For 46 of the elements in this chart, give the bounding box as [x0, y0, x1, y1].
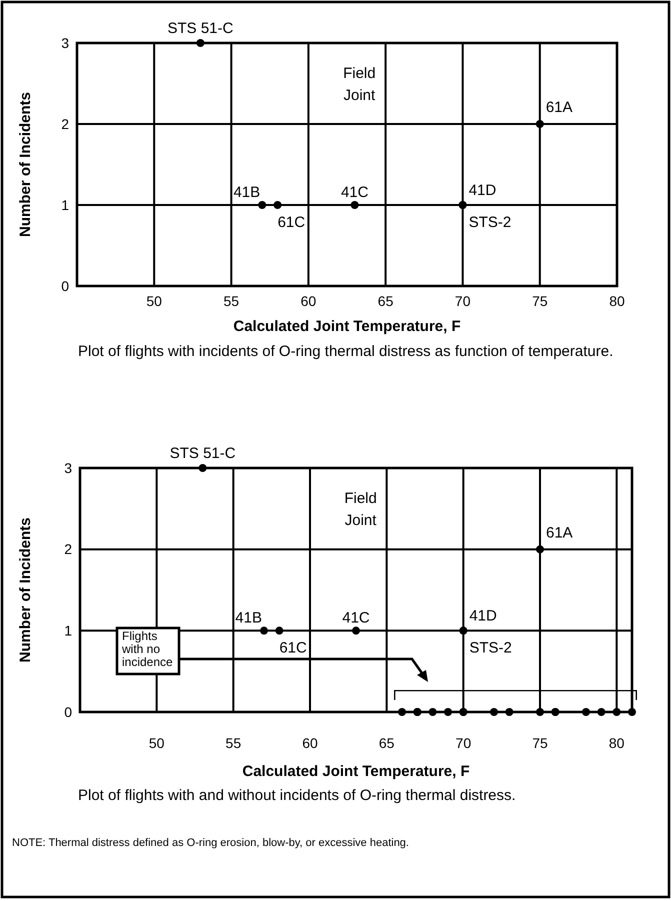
x-tick-label: 65 — [378, 293, 394, 309]
annotation: STS-2 — [469, 640, 512, 657]
y-tick-label: 1 — [61, 196, 70, 213]
annotation: STS 51-C — [168, 20, 234, 37]
x-tick-label: 50 — [148, 735, 165, 751]
x-tick-label: 70 — [456, 735, 472, 751]
x-tick-label: 60 — [302, 735, 318, 751]
annotation: 61A — [546, 99, 573, 116]
y-axis-title: Number of Incidents — [17, 92, 34, 238]
annotation: 41B — [235, 610, 262, 627]
x-tick-label: 55 — [223, 293, 240, 309]
annotation: Field Joint — [343, 65, 376, 104]
y-tick-label: 0 — [64, 704, 72, 720]
x-tick-label: 65 — [378, 735, 395, 751]
annotation: 41C — [340, 184, 369, 201]
text: Plot of flights with and without incidents of O-ring thermal distress. — [78, 786, 517, 806]
x-tick-label: 55 — [226, 735, 242, 751]
annotation: STS-2 — [468, 214, 512, 231]
y-tick-label: 1 — [64, 622, 72, 639]
x-tick-label: 80 — [608, 735, 625, 751]
annotation: STS 51-C — [170, 445, 236, 462]
x-tick-label: 80 — [609, 293, 625, 309]
annotation: 41D — [469, 608, 498, 625]
x-tick-label: 75 — [532, 293, 548, 309]
annotation: 41B — [233, 184, 260, 201]
annotation: 61A — [546, 524, 573, 542]
y-tick-label: 0 — [61, 278, 70, 294]
annotation: 41C — [342, 610, 370, 627]
y-axis-title: Number of Incidents — [17, 517, 34, 663]
x-tick-label: 70 — [454, 293, 471, 309]
annotation: 41D — [468, 182, 496, 199]
annotation: Field Joint — [344, 490, 378, 529]
y-tick-label: 2 — [64, 541, 72, 558]
y-tick-label: 3 — [64, 460, 72, 476]
x-axis-title: Calculated Joint Temperature, F — [233, 318, 461, 335]
x-tick-label: 75 — [532, 735, 548, 751]
text: Plot of flights with incidents of O-ring thermal distress as function of temperature. — [78, 342, 614, 362]
text: NOTE: Thermal distress defined as O-ring erosion, blow-by, or excessive heating. — [12, 837, 409, 849]
x-tick-label: 60 — [300, 293, 316, 309]
annotation: Flights with no incidence — [121, 629, 174, 669]
y-tick-label: 2 — [61, 116, 70, 132]
x-axis-title: Calculated Joint Temperature, F — [242, 763, 470, 780]
annotation: 61C — [279, 640, 308, 657]
annotation: 61C — [278, 214, 306, 231]
x-tick-label: 50 — [146, 293, 162, 309]
y-tick-label: 3 — [61, 34, 70, 51]
